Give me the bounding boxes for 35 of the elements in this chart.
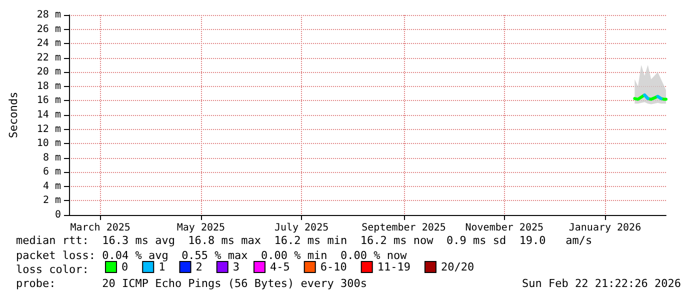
- x-tick-label: September 2025: [362, 222, 446, 234]
- y-axis-title: Seconds: [7, 92, 20, 138]
- y-tick-label: 26 m: [36, 24, 61, 35]
- text: packet loss: 0.04 % avg 0.55 % max 0.00 % min 0.00 % now: [16, 249, 408, 262]
- y-tick-label: 0: [54, 210, 61, 220]
- x-tick-label: July 2025: [274, 222, 329, 234]
- legend-label: 0: [122, 260, 128, 274]
- y-tick-label: 22 m: [36, 52, 61, 64]
- text: median rtt: 16.3 ms avg 16.8 ms max 16.2 ms min 16.2 ms now 0.9 ms sd 19.0 am/s: [16, 234, 592, 247]
- y-tick-label: 10 m: [36, 138, 61, 150]
- x-tick-label: May 2025: [176, 222, 226, 234]
- y-tick-label: 24 m: [36, 38, 61, 50]
- y-tick-label: 14 m: [36, 110, 61, 120]
- x-tick-label: January 2026: [568, 222, 642, 234]
- legend-title: loss color:: [16, 263, 89, 276]
- legend-label: 11-19: [377, 260, 410, 274]
- legend-label: 4-5: [270, 260, 290, 274]
- text: Sun Feb 22 21:22:26 2026: [522, 277, 682, 290]
- y-tick-label: 12 m: [36, 124, 61, 135]
- legend-label: 1: [158, 260, 166, 274]
- legend-label: 20/20: [440, 260, 474, 274]
- text: probe: 20 ICMP Echo Pings (56 Bytes) every 300s: [16, 277, 367, 290]
- y-tick-label: 20 m: [36, 66, 61, 78]
- legend-label: 2: [196, 260, 202, 274]
- y-tick-label: 6 m: [42, 166, 61, 178]
- y-tick-label: 28 m: [36, 10, 61, 20]
- legend-label: 6-10: [320, 260, 347, 274]
- y-tick-label: 18 m: [36, 80, 61, 92]
- legend-label: 3: [232, 260, 240, 274]
- y-tick-label: 8 m: [42, 152, 61, 164]
- y-tick-label: 4 m: [42, 180, 61, 192]
- y-tick-label: 16 m: [36, 95, 61, 106]
- x-tick-label: November 2025: [465, 222, 544, 234]
- y-tick-label: 2 m: [42, 195, 61, 206]
- x-tick-label: March 2025: [70, 222, 130, 234]
